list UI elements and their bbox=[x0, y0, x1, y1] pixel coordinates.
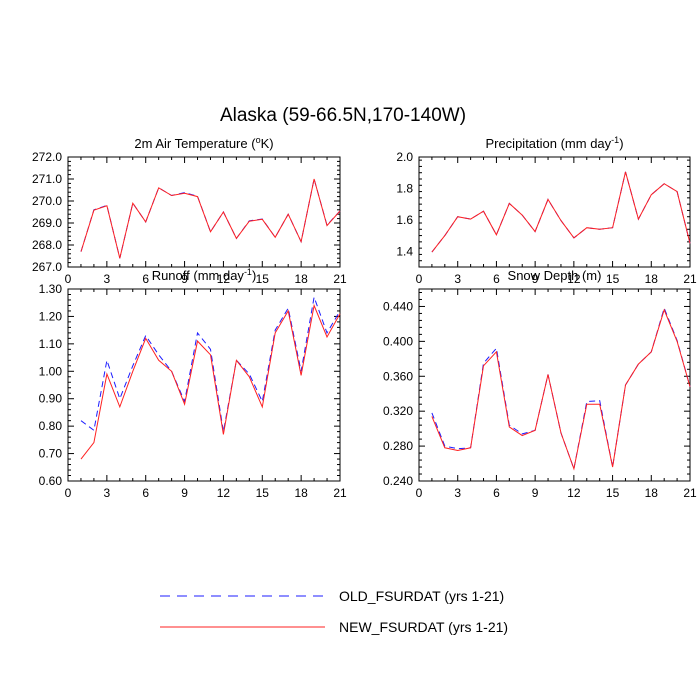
x-tick-label: 9 bbox=[181, 486, 188, 500]
y-tick-label: 0.440 bbox=[383, 299, 413, 313]
y-tick-label: 0.70 bbox=[39, 447, 63, 461]
y-tick-label: 269.0 bbox=[32, 216, 62, 230]
x-tick-label: 15 bbox=[256, 272, 270, 286]
x-tick-label: 18 bbox=[294, 486, 308, 500]
y-tick-label: 1.00 bbox=[39, 364, 63, 378]
y-tick-label: 0.60 bbox=[39, 474, 63, 488]
legend-label-old: OLD_FSURDAT (yrs 1-21) bbox=[339, 588, 504, 604]
panel-title-sup: -1 bbox=[244, 267, 252, 277]
x-tick-label: 18 bbox=[645, 272, 659, 286]
panel-title-main: Precipitation (mm day bbox=[485, 136, 611, 151]
y-tick-label: 0.240 bbox=[383, 474, 413, 488]
y-tick-label: 0.80 bbox=[39, 419, 63, 433]
series-line-old bbox=[80, 295, 341, 432]
series-line-new bbox=[431, 308, 691, 471]
panel-snow-depth: Snow Depth (m) 0 3 6 9 12 15 18 21 0.240 0.280 0.32… bbox=[383, 268, 697, 500]
x-tick-label: 3 bbox=[454, 486, 461, 500]
y-tick-label: 0.320 bbox=[383, 404, 413, 418]
x-tick-label: 3 bbox=[104, 486, 111, 500]
x-tick-label: 18 bbox=[294, 272, 308, 286]
x-tick-label: 3 bbox=[454, 272, 461, 286]
figure-title: Alaska (59-66.5N,170-140W) bbox=[220, 105, 466, 126]
x-tick-label: 0 bbox=[65, 486, 72, 500]
panel-title-tail: ) bbox=[619, 136, 623, 151]
y-tick-label: 1.10 bbox=[39, 337, 63, 351]
panel-title-runoff: Runoff (mm day-1) bbox=[152, 267, 257, 283]
series-line-new bbox=[80, 303, 341, 460]
panel-title-main: Snow Depth (m) bbox=[508, 268, 602, 283]
y-tick-label: 0.90 bbox=[39, 392, 63, 406]
panel-title-sup: o bbox=[256, 135, 261, 145]
x-tick-label: 21 bbox=[683, 272, 697, 286]
y-tick-label: 272.0 bbox=[32, 150, 62, 164]
x-tick-label: 12 bbox=[567, 272, 581, 286]
series-line-old bbox=[431, 171, 691, 253]
panel-title-air-temperature: 2m Air Temperature (oK) bbox=[134, 135, 273, 151]
panel-title-snow-depth: Snow Depth (m) bbox=[508, 268, 602, 283]
plot-frame bbox=[418, 156, 691, 268]
plot-frame bbox=[67, 288, 341, 482]
x-tick-label: 9 bbox=[181, 272, 188, 286]
y-tick-label: 0.360 bbox=[383, 369, 413, 383]
panel-title-precipitation: Precipitation (mm day-1) bbox=[485, 135, 623, 151]
x-tick-label: 18 bbox=[645, 486, 659, 500]
y-tick-label: 271.0 bbox=[32, 172, 62, 186]
series-line-new bbox=[431, 171, 691, 253]
y-tick-label: 1.8 bbox=[396, 181, 413, 195]
y-tick-label: 2.0 bbox=[396, 150, 413, 164]
x-tick-label: 0 bbox=[65, 272, 72, 286]
y-tick-label: 1.6 bbox=[396, 213, 413, 227]
x-tick-label: 9 bbox=[532, 272, 539, 286]
x-tick-label: 21 bbox=[333, 272, 347, 286]
x-tick-label: 6 bbox=[493, 486, 500, 500]
panel-air-temperature: 2m Air Temperature (oK) 0 3 6 9 12 15 18 21 267.0… bbox=[32, 135, 347, 286]
x-tick-label: 0 bbox=[416, 486, 423, 500]
y-tick-label: 270.0 bbox=[32, 194, 62, 208]
plot-frame bbox=[67, 156, 341, 268]
panel-title-sup: -1 bbox=[611, 135, 619, 145]
panel-runoff: Runoff (mm day-1) 0 3 6 9 12 15 18 21 0.60 0.70 0.8… bbox=[39, 267, 347, 500]
x-tick-label: 21 bbox=[683, 486, 697, 500]
y-tick-label: 268.0 bbox=[32, 238, 62, 252]
y-tick-label: 0.280 bbox=[383, 439, 413, 453]
y-tick-label: 267.0 bbox=[32, 260, 62, 274]
panel-title-tail: ) bbox=[252, 268, 256, 283]
x-tick-label: 12 bbox=[217, 272, 231, 286]
panel-title-main: 2m Air Temperature ( bbox=[134, 136, 256, 151]
x-tick-label: 3 bbox=[104, 272, 111, 286]
y-tick-label: 0.400 bbox=[383, 334, 413, 348]
x-tick-label: 15 bbox=[606, 272, 620, 286]
x-tick-label: 15 bbox=[606, 486, 620, 500]
panel-precipitation: Precipitation (mm day-1) 0 3 6 9 12 15 18 21 1.4 1… bbox=[396, 135, 697, 286]
panel-title-main: Runoff (mm day bbox=[152, 268, 245, 283]
x-tick-label: 6 bbox=[493, 272, 500, 286]
x-tick-label: 6 bbox=[142, 486, 149, 500]
x-tick-label: 9 bbox=[532, 486, 539, 500]
series-line-new bbox=[80, 178, 341, 259]
series-line-old bbox=[80, 178, 341, 259]
y-tick-label: 1.30 bbox=[39, 282, 63, 296]
legend-label-new: NEW_FSURDAT (yrs 1-21) bbox=[339, 619, 508, 635]
legend: OLD_FSURDAT (yrs 1-21) NEW_FSURDAT (yrs … bbox=[160, 588, 508, 635]
x-tick-label: 21 bbox=[333, 486, 347, 500]
panel-title-tail: K) bbox=[261, 136, 274, 151]
x-tick-label: 12 bbox=[567, 486, 581, 500]
x-tick-label: 15 bbox=[256, 486, 270, 500]
x-tick-label: 0 bbox=[416, 272, 423, 286]
y-tick-label: 1.4 bbox=[396, 244, 413, 258]
x-tick-label: 6 bbox=[142, 272, 149, 286]
plot-frame bbox=[418, 288, 691, 482]
y-tick-label: 1.20 bbox=[39, 309, 63, 323]
x-tick-label: 12 bbox=[217, 486, 231, 500]
